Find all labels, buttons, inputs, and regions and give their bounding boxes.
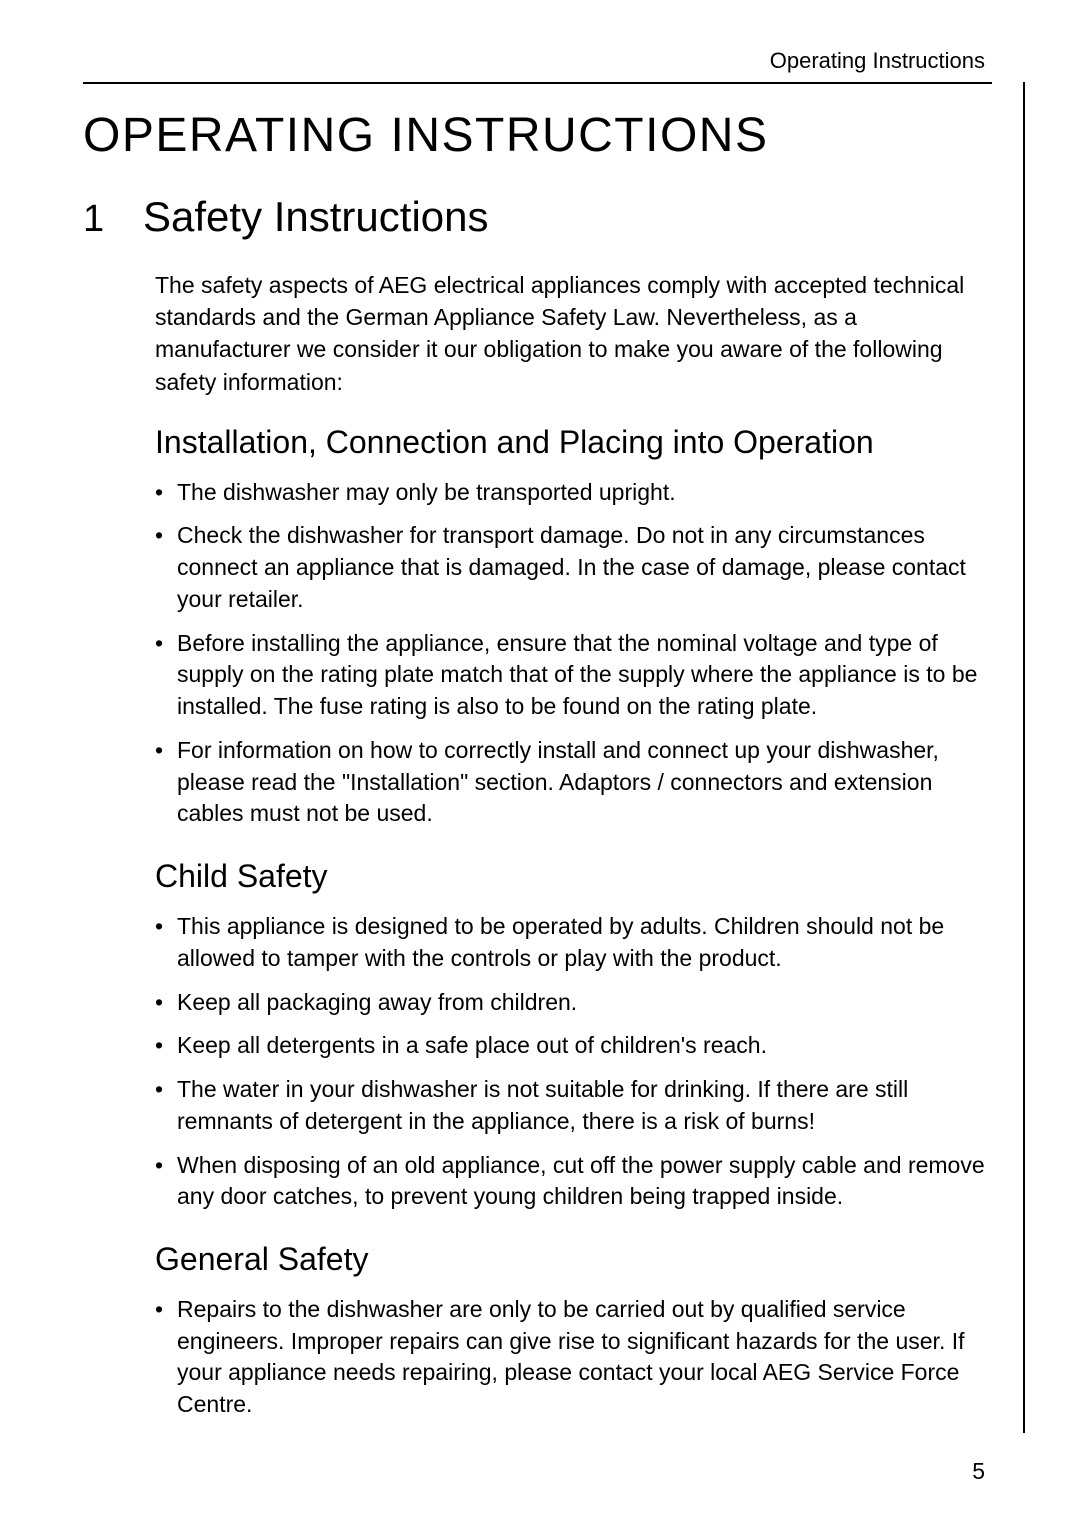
section-intro: The safety aspects of AEG electrical app… [155, 269, 992, 398]
main-title: OPERATING INSTRUCTIONS [83, 108, 992, 163]
list-item: Before installing the appliance, ensure … [155, 628, 992, 723]
subheading-installation: Installation, Connection and Placing int… [155, 424, 992, 461]
list-item: Keep all detergents in a safe place out … [155, 1030, 992, 1062]
section-number: 1 [83, 198, 113, 241]
subsection-general-safety: General Safety Repairs to the dishwasher… [83, 1241, 992, 1421]
list-item: The dishwasher may only be transported u… [155, 477, 992, 509]
list-item: Repairs to the dishwasher are only to be… [155, 1294, 992, 1421]
general-safety-list: Repairs to the dishwasher are only to be… [155, 1294, 992, 1421]
list-item: Keep all packaging away from children. [155, 987, 992, 1019]
section-title: Safety Instructions [143, 193, 489, 241]
header-divider [83, 82, 992, 84]
list-item: The water in your dishwasher is not suit… [155, 1074, 992, 1137]
running-header: Operating Instructions [770, 48, 985, 74]
subheading-general-safety: General Safety [155, 1241, 992, 1278]
subsection-installation: Installation, Connection and Placing int… [83, 424, 992, 830]
list-item: For information on how to correctly inst… [155, 735, 992, 830]
page-number: 5 [972, 1458, 985, 1485]
subheading-child-safety: Child Safety [155, 858, 992, 895]
list-item: This appliance is designed to be operate… [155, 911, 992, 974]
installation-list: The dishwasher may only be transported u… [155, 477, 992, 830]
list-item: When disposing of an old appliance, cut … [155, 1150, 992, 1213]
content-area: OPERATING INSTRUCTIONS 1 Safety Instruct… [83, 108, 992, 1449]
section-heading-row: 1 Safety Instructions [83, 193, 992, 241]
child-safety-list: This appliance is designed to be operate… [155, 911, 992, 1213]
right-margin-line [1023, 82, 1025, 1433]
subsection-child-safety: Child Safety This appliance is designed … [83, 858, 992, 1213]
list-item: Check the dishwasher for transport damag… [155, 520, 992, 615]
